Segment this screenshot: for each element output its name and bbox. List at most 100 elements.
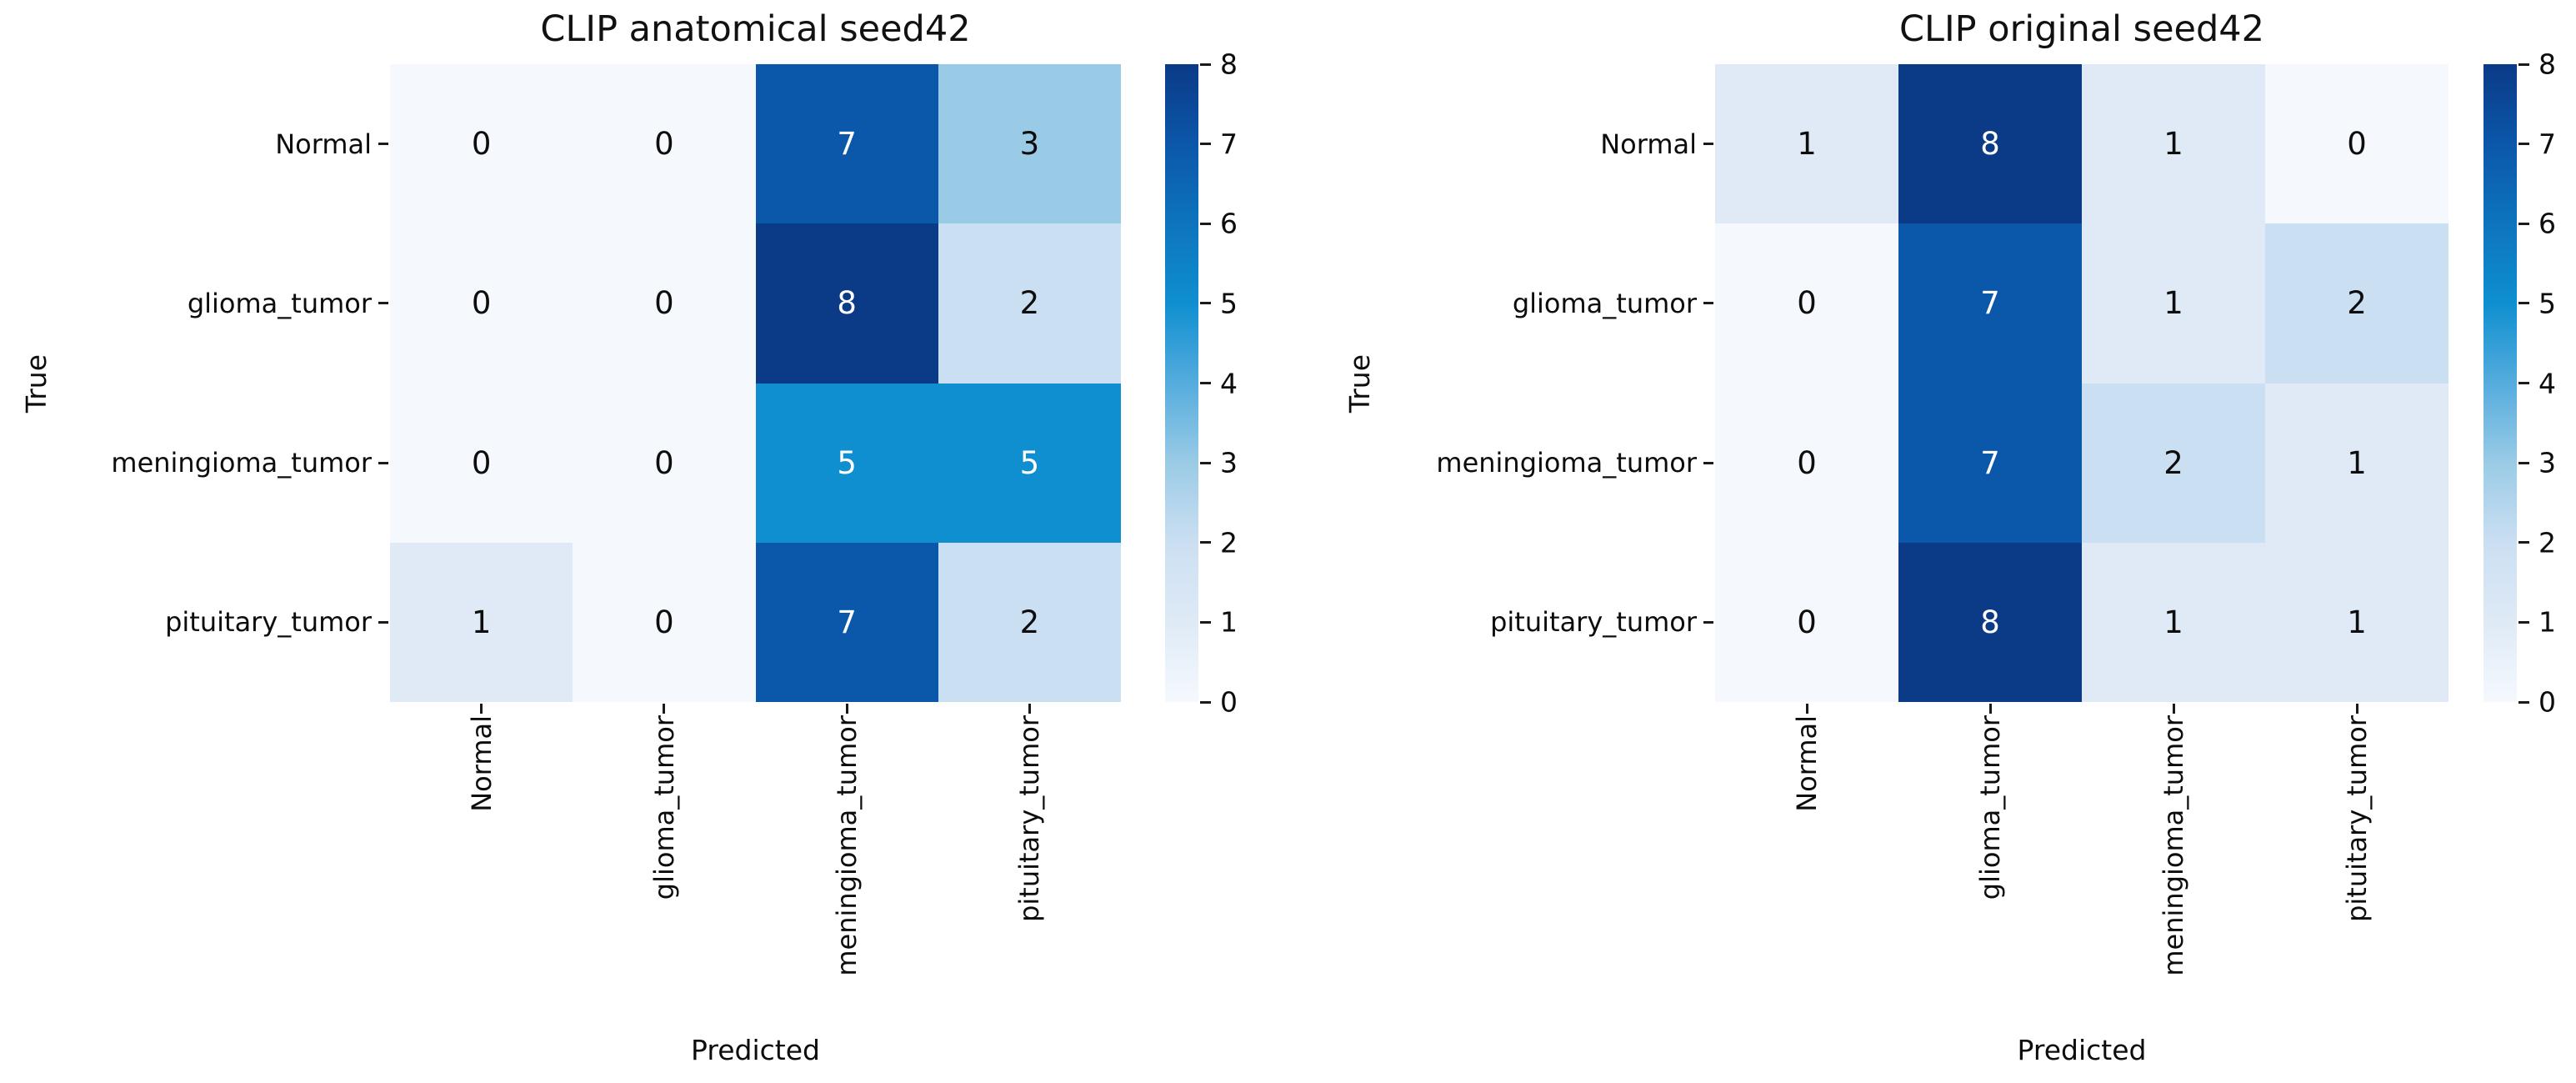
y-tick-label: pituitary_tumor xyxy=(1490,606,1697,639)
chart-title: CLIP anatomical seed42 xyxy=(540,8,971,50)
y-tick-label: meningioma_tumor xyxy=(111,447,372,479)
cell-value: 7 xyxy=(837,126,857,163)
colorbar-tick-label: 1 xyxy=(2538,605,2556,639)
colorbar-tick-mark xyxy=(2518,461,2529,464)
colorbar-tick-label: 8 xyxy=(1220,48,1238,81)
x-tick-label: pituitary_tumor xyxy=(2341,715,2373,922)
heatmap-cell: 2 xyxy=(2265,223,2448,384)
cell-value: 0 xyxy=(1797,444,1817,481)
cell-value: 8 xyxy=(837,285,857,322)
heatmap-cell: 1 xyxy=(2265,542,2448,702)
heatmap-cell: 1 xyxy=(2082,64,2265,224)
heatmap-cell: 5 xyxy=(755,383,938,543)
x-tick-mark xyxy=(663,704,666,714)
y-tick-mark xyxy=(1703,143,1713,146)
cell-value: 5 xyxy=(1019,444,1040,481)
colorbar-tick-label: 5 xyxy=(1220,287,1238,320)
x-tick-mark xyxy=(845,704,848,714)
cell-value: 2 xyxy=(1019,285,1040,322)
heatmap-cell: 0 xyxy=(1715,223,1898,384)
colorbar-tick-label: 3 xyxy=(1220,446,1238,479)
heatmap-cell: 3 xyxy=(938,64,1121,224)
cell-value: 1 xyxy=(2347,604,2367,640)
colorbar-tick-label: 2 xyxy=(2538,526,2556,559)
y-tick-mark xyxy=(378,302,388,305)
heatmap-cell: 7 xyxy=(755,542,938,702)
y-tick-label: glioma_tumor xyxy=(187,287,372,319)
colorbar xyxy=(2483,64,2517,702)
x-tick-mark xyxy=(480,704,483,714)
colorbar-tick-mark xyxy=(2518,382,2529,384)
chart-title: CLIP original seed42 xyxy=(1899,8,2264,50)
colorbar-tick-mark xyxy=(2518,700,2529,704)
heatmap-cell: 0 xyxy=(390,64,573,224)
heatmap-cell: 1 xyxy=(2265,383,2448,543)
colorbar-tick-mark xyxy=(1200,382,1211,384)
cell-value: 8 xyxy=(1980,604,2000,640)
x-tick-mark xyxy=(1028,704,1031,714)
colorbar-tick-label: 0 xyxy=(1220,685,1238,719)
y-tick-label: Normal xyxy=(275,128,372,160)
colorbar-tick-mark xyxy=(1200,302,1211,305)
heatmap-cell: 0 xyxy=(390,223,573,384)
colorbar-tick-mark xyxy=(2518,620,2529,624)
colorbar-tick-label: 8 xyxy=(2538,48,2556,81)
heatmap-grid: 0 0 7 3 0 0 8 2 0 0 5 5 1 0 7 2 xyxy=(390,64,1121,702)
heatmap-cell: 7 xyxy=(1898,383,2082,543)
cell-value: 7 xyxy=(1980,285,2000,322)
colorbar-tick-mark xyxy=(2518,143,2529,146)
colorbar-tick-mark xyxy=(1200,461,1211,464)
x-tick-label: meningioma_tumor xyxy=(2158,715,2189,976)
y-tick-label: pituitary_tumor xyxy=(165,606,372,639)
heatmap-cell: 0 xyxy=(573,223,756,384)
colorbar-tick-mark xyxy=(1200,63,1211,66)
y-tick-label: glioma_tumor xyxy=(1512,287,1697,319)
cell-value: 0 xyxy=(2347,126,2367,163)
cell-value: 2 xyxy=(2347,285,2367,322)
y-tick-label: Normal xyxy=(1600,128,1697,160)
heatmap-cell: 1 xyxy=(1715,64,1898,224)
cell-value: 2 xyxy=(2163,444,2183,481)
heatmap-cell: 0 xyxy=(573,383,756,543)
colorbar xyxy=(1165,64,1198,702)
cell-value: 1 xyxy=(2347,444,2367,481)
heatmap-cell: 0 xyxy=(2265,64,2448,224)
x-tick-mark xyxy=(1988,704,1992,714)
cell-value: 1 xyxy=(2163,285,2183,322)
cell-value: 0 xyxy=(1797,285,1817,322)
cell-value: 0 xyxy=(471,285,492,322)
heatmap-cell: 2 xyxy=(938,542,1121,702)
colorbar-tick-label: 0 xyxy=(2538,685,2556,719)
x-tick-mark xyxy=(2355,704,2358,714)
colorbar-tick-label: 6 xyxy=(2538,207,2556,240)
colorbar-tick-mark xyxy=(1200,541,1211,544)
cell-value: 2 xyxy=(1019,604,1040,640)
colorbar-tick-label: 6 xyxy=(1220,207,1238,240)
heatmap-cell: 0 xyxy=(573,64,756,224)
heatmap-cell: 8 xyxy=(1898,64,2082,224)
cell-value: 5 xyxy=(837,444,857,481)
cell-value: 1 xyxy=(2163,126,2183,163)
colorbar-tick-mark xyxy=(2518,541,2529,544)
x-axis-label: Predicted xyxy=(691,1034,820,1066)
heatmap-cell: 0 xyxy=(390,383,573,543)
y-tick-label: meningioma_tumor xyxy=(1436,447,1697,479)
y-tick-mark xyxy=(378,620,388,624)
heatmap-cell: 1 xyxy=(2082,223,2265,384)
heatmap-cell: 8 xyxy=(1898,542,2082,702)
y-tick-mark xyxy=(1703,302,1713,305)
cell-value: 3 xyxy=(1019,126,1040,163)
cell-value: 0 xyxy=(654,126,674,163)
colorbar-tick-mark xyxy=(1200,620,1211,624)
heatmap-cell: 0 xyxy=(1715,383,1898,543)
heatmap-cell: 0 xyxy=(1715,542,1898,702)
y-tick-mark xyxy=(378,143,388,146)
colorbar-tick-mark xyxy=(1200,143,1211,146)
cell-value: 8 xyxy=(1980,126,2000,163)
cell-value: 0 xyxy=(654,444,674,481)
cell-value: 0 xyxy=(1797,604,1817,640)
cell-value: 1 xyxy=(2163,604,2183,640)
x-tick-mark xyxy=(2172,704,2175,714)
